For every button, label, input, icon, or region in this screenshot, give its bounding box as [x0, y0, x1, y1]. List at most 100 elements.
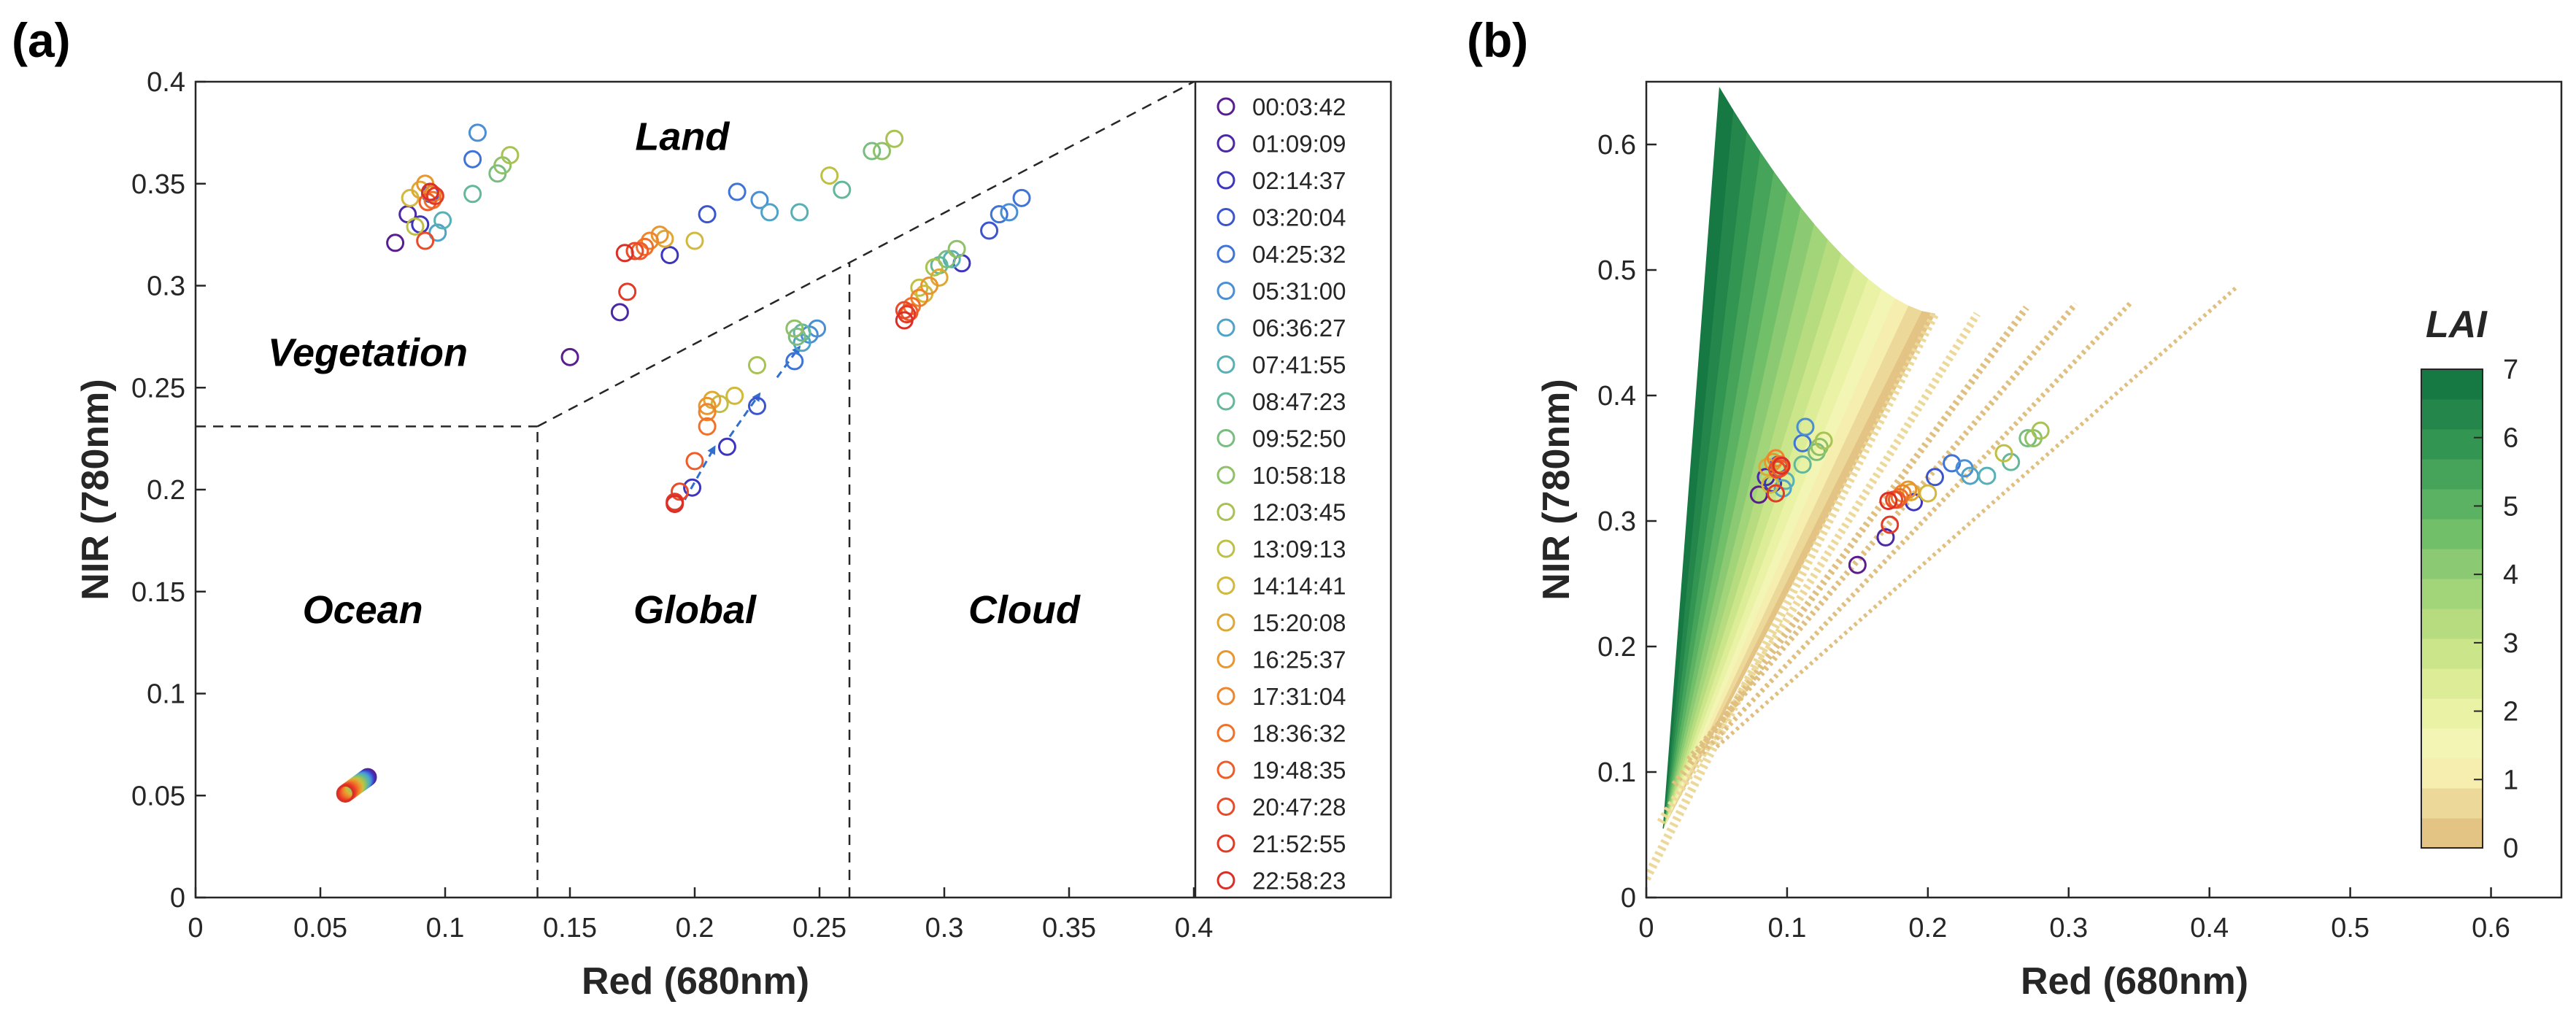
x-tick-label: 0.4	[2190, 913, 2229, 943]
lai-colorbar: 0 1 2 3 4 5 6 7	[2421, 355, 2518, 864]
data-point	[785, 352, 804, 371]
data-point	[703, 390, 722, 409]
legend-entry-label: 12:03:45	[1252, 499, 1346, 526]
colorbar-swatch	[2421, 609, 2483, 639]
data-point	[655, 229, 674, 248]
panel-a: (a) 0 0.05 0.1 0.15 0.2 0.25 0.3 0.35 0.4 0 0.05 0.…	[12, 13, 1392, 1003]
data-point	[748, 396, 766, 415]
data-point	[650, 225, 669, 244]
trajectory-arrows	[684, 345, 801, 501]
y-tick-label: 0.3	[147, 271, 185, 302]
x-tick-label: 0	[1638, 913, 1654, 943]
legend-marker	[1216, 650, 1235, 668]
ocean-cluster	[336, 768, 377, 803]
legend-entry-label: 04:25:32	[1252, 241, 1346, 268]
data-point	[787, 327, 806, 346]
observation-point	[1796, 417, 1815, 436]
panel-b-label: (b)	[1467, 13, 1528, 67]
data-point	[670, 482, 689, 501]
legend-entry-label: 13:09:13	[1252, 536, 1346, 563]
data-point	[990, 205, 1009, 224]
data-point	[615, 244, 634, 263]
x-tick-label: 0.25	[793, 913, 847, 943]
legend-marker	[1216, 539, 1235, 558]
legend-marker	[1216, 724, 1235, 742]
colorbar-swatch	[2421, 459, 2483, 490]
legend-entry-label: 03:20:04	[1252, 204, 1346, 231]
data-point	[406, 217, 425, 236]
simulated-soil-line	[1715, 285, 2240, 749]
y-tick-label: 0.35	[131, 169, 185, 200]
data-point	[980, 221, 999, 240]
legend-marker	[1216, 687, 1235, 706]
colorbar-tick-label: 4	[2503, 560, 2518, 590]
data-point	[785, 319, 804, 338]
x-tick-label: 0.35	[1042, 913, 1096, 943]
legend-marker	[1216, 208, 1235, 226]
legend: 00:03:42 01:09:09 02:14:37 03:20:04 04:25:32…	[1216, 93, 1346, 895]
data-point	[560, 347, 579, 366]
region-boundary-line	[536, 82, 1195, 428]
x-tick-label: 0.3	[2049, 913, 2088, 943]
x-tick-label: 0	[188, 913, 203, 943]
data-point	[937, 250, 956, 269]
x-tick-label: 0.1	[1768, 913, 1807, 943]
data-point	[725, 386, 744, 405]
ocean-point	[336, 784, 355, 803]
x-tick-label: 0.15	[543, 913, 597, 943]
region-label: Land	[635, 115, 730, 158]
y-tick-label: 0.3	[1597, 506, 1636, 537]
colorbar-swatch	[2421, 519, 2483, 549]
legend-marker	[1216, 282, 1235, 300]
y-tick-label: 0.1	[1597, 757, 1636, 788]
colorbar-swatch	[2421, 369, 2483, 400]
data-point	[468, 123, 487, 142]
data-point	[416, 231, 435, 250]
simulated-soil-line	[1686, 301, 2078, 762]
lai-band	[1662, 87, 1734, 829]
colorbar-tick-label: 2	[2503, 697, 2518, 728]
data-point	[1012, 188, 1031, 207]
legend-entry-label: 18:36:32	[1252, 720, 1346, 747]
legend-entry-label: 20:47:28	[1252, 794, 1346, 821]
legend-entry-label: 21:52:55	[1252, 830, 1346, 857]
data-point	[925, 258, 944, 277]
legend-marker	[1216, 355, 1235, 374]
colorbar-tick-label: 1	[2503, 765, 2518, 795]
panel-a-y-label: NIR (780nm)	[74, 379, 117, 600]
trajectory-arrow	[684, 445, 716, 501]
simulated-soil-line	[1671, 305, 2029, 787]
data-point	[698, 403, 717, 422]
colorbar-swatch	[2421, 429, 2483, 460]
observation-point	[1766, 484, 1785, 503]
colorbar-tick-label: 3	[2503, 628, 2518, 659]
legend-entry-label: 17:31:04	[1252, 683, 1346, 710]
data-point	[420, 182, 439, 201]
y-tick-label: 0.25	[131, 373, 185, 404]
data-point	[683, 478, 702, 497]
data-point	[401, 188, 420, 207]
simulated-soil-line	[1700, 299, 2135, 755]
data-point	[885, 129, 904, 148]
panel-b-points	[1749, 417, 2050, 574]
data-point	[610, 303, 629, 322]
data-point	[793, 333, 811, 352]
region-label: Cloud	[968, 588, 1081, 632]
y-tick-label: 0.1	[147, 679, 185, 710]
trajectory-arrow	[728, 392, 761, 438]
region-boundaries	[196, 82, 1195, 898]
region-label: Vegetation	[268, 331, 468, 375]
observation-point	[1848, 555, 1867, 574]
x-tick-label: 0.1	[426, 913, 465, 943]
data-point	[930, 268, 949, 287]
legend-marker	[1216, 318, 1235, 337]
data-point	[895, 301, 914, 320]
data-point	[919, 277, 938, 295]
colorbar-swatch	[2421, 728, 2483, 759]
legend-entry-label: 00:03:42	[1252, 93, 1346, 120]
legend-marker	[1216, 871, 1235, 889]
legend-entry-label: 15:20:08	[1252, 609, 1346, 636]
legend-entry-label: 05:31:00	[1252, 278, 1346, 305]
colorbar-tick-label: 6	[2503, 423, 2518, 454]
colorbar-swatch	[2421, 549, 2483, 579]
